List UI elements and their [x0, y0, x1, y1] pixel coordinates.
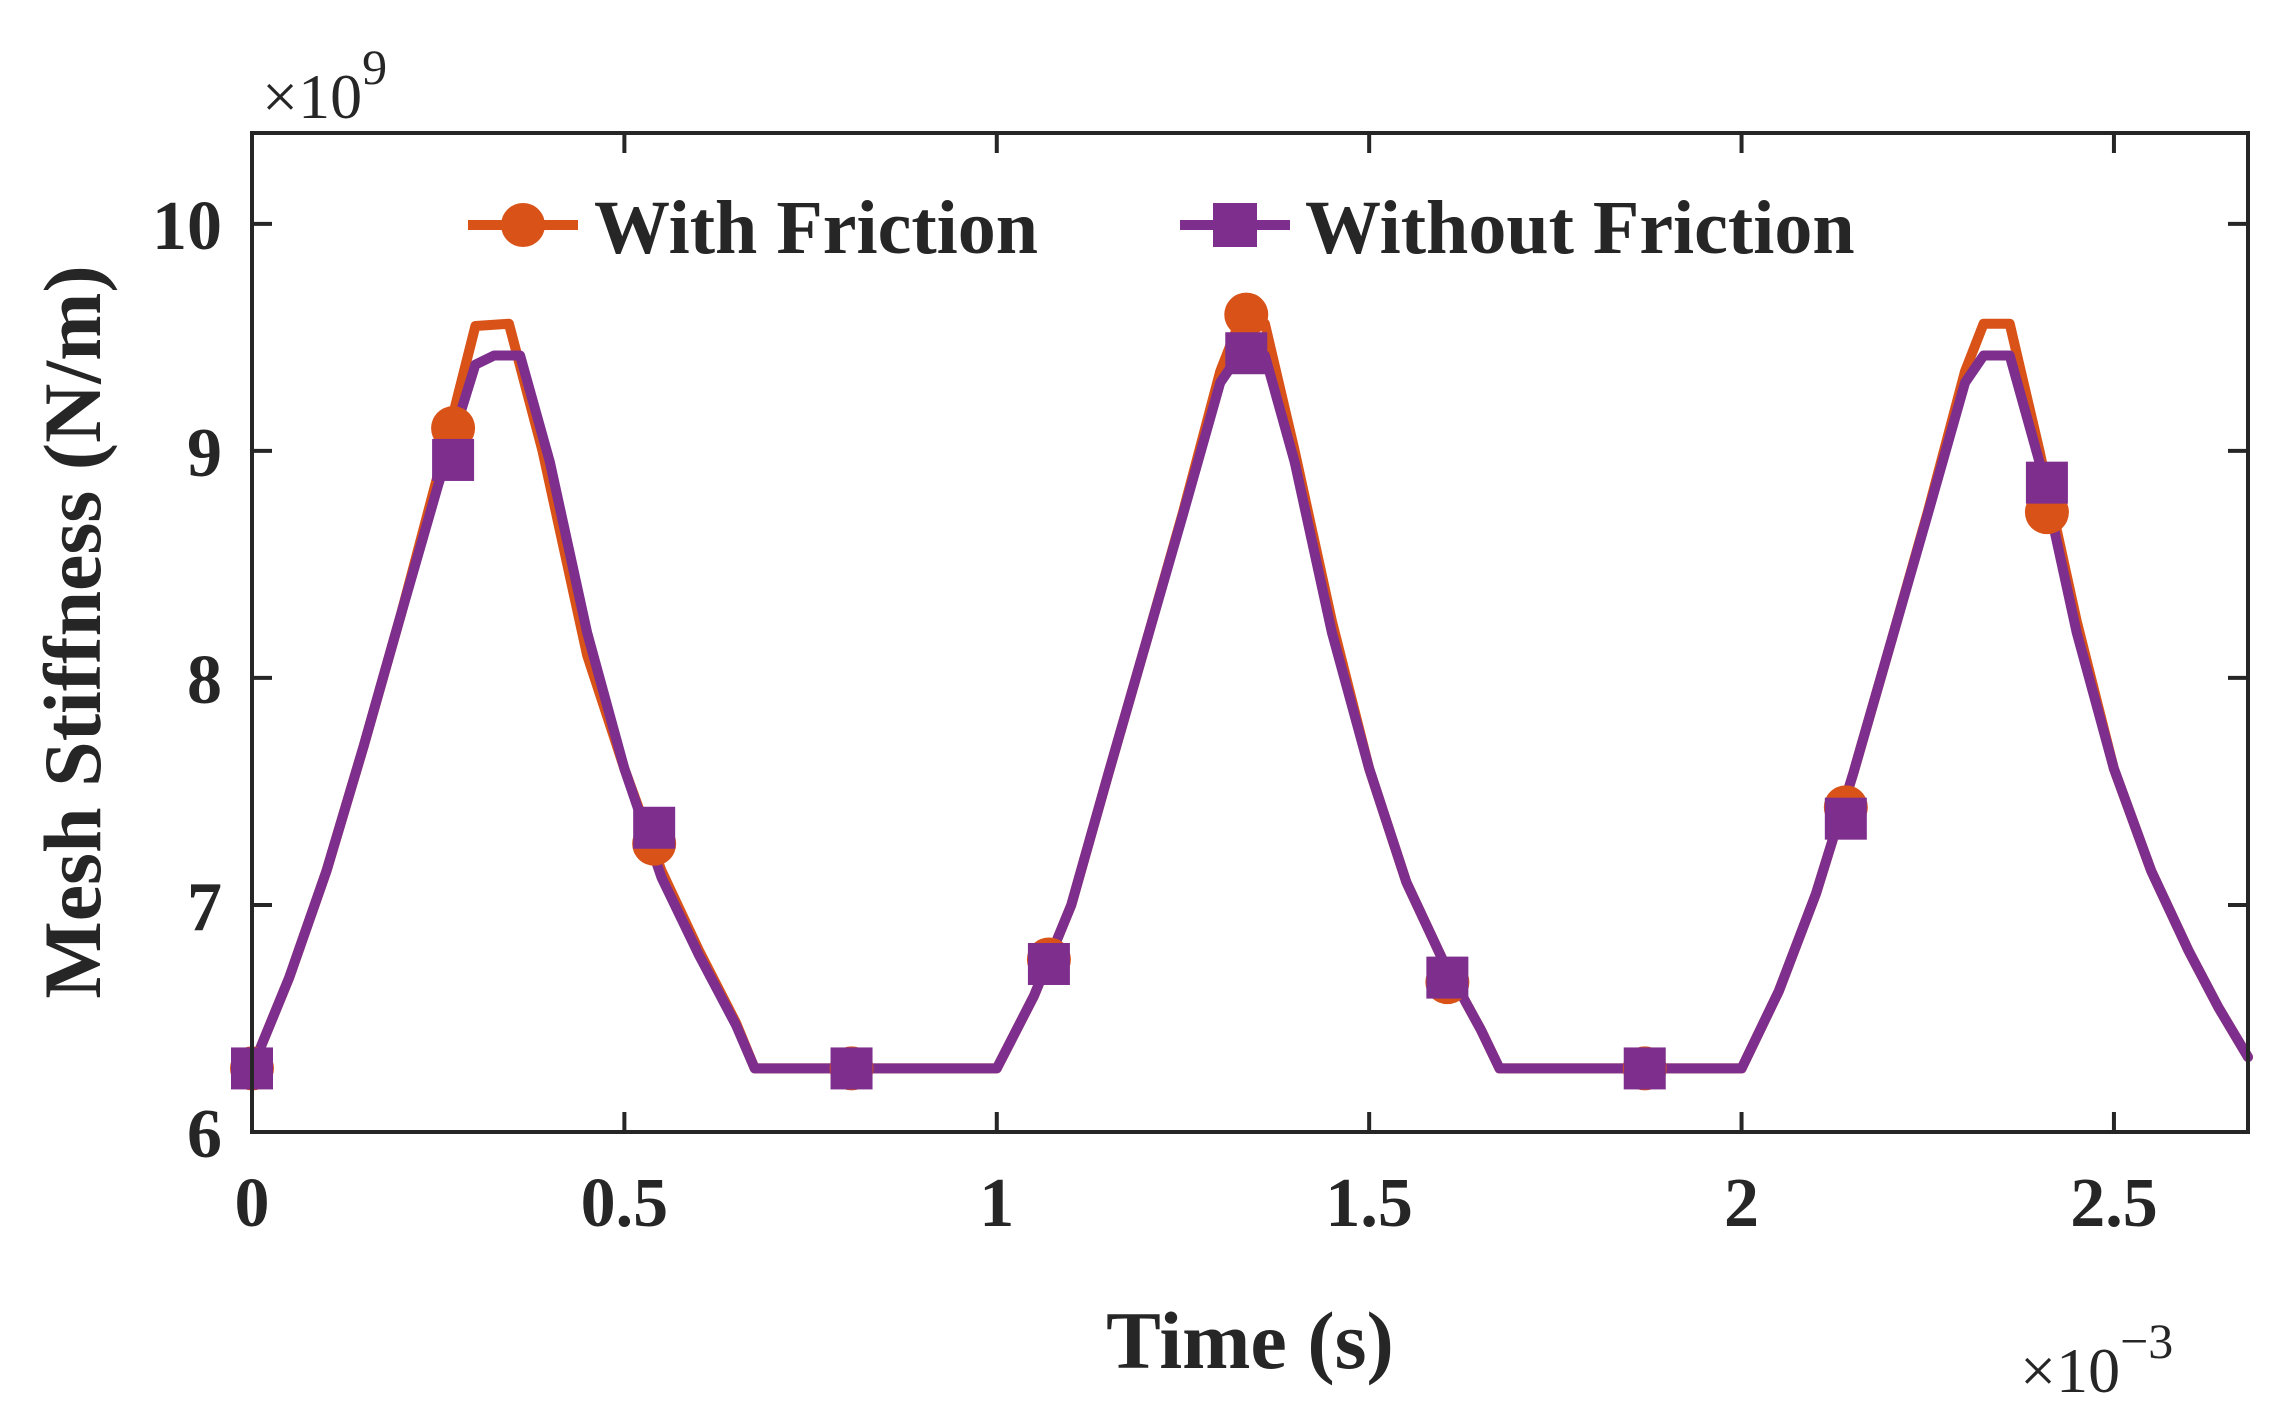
data-point-without-friction	[830, 1047, 873, 1090]
data-point-without-friction	[432, 438, 475, 481]
x-tick-label: 1.5	[1325, 1165, 1413, 1242]
y-tick-label: 6	[187, 1096, 222, 1173]
data-point-without-friction	[1027, 942, 1070, 985]
tick-layer: 0 0.5 1 1.5 2 2.5 6 7 8 9 10	[152, 133, 2248, 1242]
series-layer	[230, 292, 2253, 1091]
data-point-without-friction	[2025, 461, 2068, 504]
legend: With Friction Without Friction	[468, 186, 1855, 270]
data-point-without-friction	[1623, 1047, 1666, 1090]
y-multiplier-exponent: 9	[362, 39, 387, 95]
y-axis-label: Mesh Stiffness (N/m)	[27, 265, 118, 998]
y-tick-label: 7	[187, 869, 222, 946]
x-tick-label: 2.5	[2070, 1165, 2158, 1242]
x-tick-label: 0	[235, 1165, 270, 1242]
plot-area	[252, 133, 2248, 1132]
x-multiplier-base: ×10	[2020, 1335, 2120, 1406]
x-tick-label: 2	[1724, 1165, 1759, 1242]
plot-frame	[250, 131, 2250, 1134]
data-point-without-friction	[1426, 956, 1469, 999]
x-multiplier-exponent: −3	[2120, 1313, 2173, 1369]
x-tick-label: 0.5	[581, 1165, 669, 1242]
data-point-without-friction	[1225, 332, 1268, 375]
data-point-with-friction	[1224, 292, 1269, 337]
x-tick-label: 1	[979, 1165, 1014, 1242]
data-point-without-friction	[633, 806, 676, 849]
y-tick-label: 8	[187, 642, 222, 719]
legend-label-with-friction: With Friction	[594, 186, 1038, 270]
legend-label-without-friction: Without Friction	[1305, 186, 1855, 270]
legend-marker-with-friction	[501, 203, 545, 247]
x-axis-label: Time (s)	[1106, 1295, 1394, 1386]
legend-marker-without-friction	[1213, 203, 1257, 247]
data-point-without-friction	[1824, 797, 1867, 840]
y-tick-label: 9	[187, 415, 222, 492]
y-tick-label: 10	[152, 188, 222, 265]
y-multiplier: ×109	[262, 39, 387, 132]
x-multiplier: ×10−3	[2020, 1313, 2173, 1406]
y-multiplier-base: ×10	[262, 61, 362, 132]
